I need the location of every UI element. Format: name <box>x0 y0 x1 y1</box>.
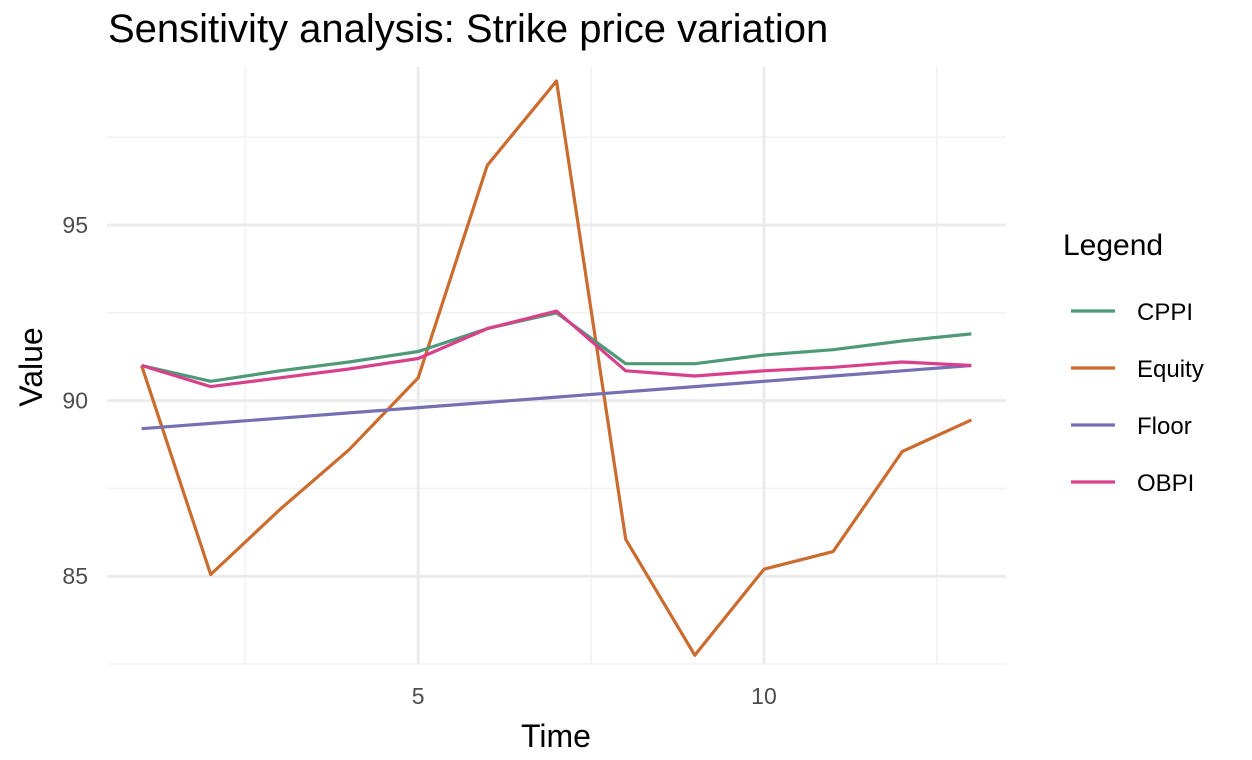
tick-labels: 85 90 95 5 10 <box>62 212 776 709</box>
chart-title: Sensitivity analysis: Strike price varia… <box>108 7 828 51</box>
y-axis-title: Value <box>13 327 49 406</box>
legend-title: Legend <box>1063 229 1163 262</box>
x-tick-label-1: 10 <box>751 683 777 709</box>
y-tick-label-2: 95 <box>62 212 88 238</box>
legend-label-floor: Floor <box>1137 413 1192 440</box>
legend-label-obpi: OBPI <box>1137 470 1194 497</box>
legend-label-equity: Equity <box>1137 356 1204 383</box>
series-line-equity <box>140 79 973 657</box>
series-lines <box>140 79 973 657</box>
legend: Legend CPPI Equity Floor OBPI <box>1063 229 1204 497</box>
y-tick-label-0: 85 <box>62 563 88 589</box>
legend-label-cppi: CPPI <box>1137 299 1193 326</box>
series-line-cppi <box>141 311 972 383</box>
x-axis-title: Time <box>521 718 591 754</box>
y-tick-label-1: 90 <box>62 388 88 414</box>
series-line-floor <box>141 363 972 431</box>
x-tick-label-0: 5 <box>412 683 425 709</box>
series-line-obpi <box>141 309 972 389</box>
grid <box>107 67 1006 665</box>
